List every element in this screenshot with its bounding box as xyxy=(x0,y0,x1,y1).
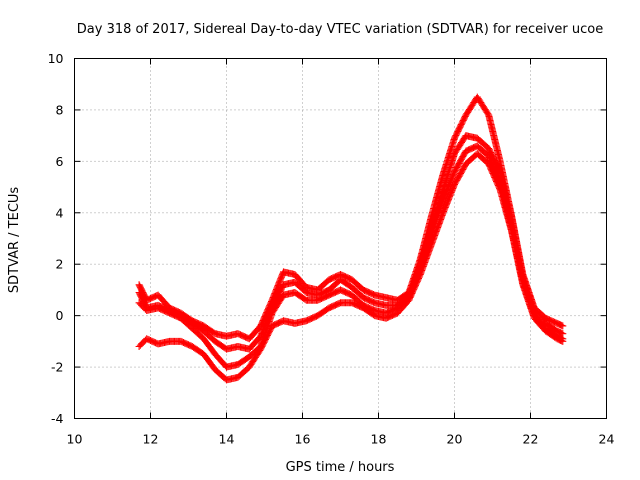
plot-frame xyxy=(74,58,607,419)
x-tick-label: 20 xyxy=(447,432,463,447)
x-tick-label: 10 xyxy=(67,432,83,447)
data-points xyxy=(135,93,567,384)
x-tick-label: 22 xyxy=(523,432,539,447)
series-track-d xyxy=(135,150,567,384)
y-tick-label: 0 xyxy=(56,308,64,323)
y-axis-label: SDTVAR / TECUs xyxy=(7,187,22,294)
y-tick-label: 10 xyxy=(48,51,64,66)
data-point xyxy=(559,337,567,345)
x-tick-label: 16 xyxy=(295,432,311,447)
data-point xyxy=(559,322,567,330)
grid xyxy=(74,58,607,419)
x-tick-label: 18 xyxy=(371,432,387,447)
x-tick-label: 14 xyxy=(219,432,235,447)
x-tick-label: 24 xyxy=(599,432,615,447)
y-tick-label: -2 xyxy=(51,360,63,375)
y-tick-label: 6 xyxy=(56,154,64,169)
y-tick-label: -4 xyxy=(51,411,64,426)
y-tick-label: 4 xyxy=(56,205,64,220)
y-tick-label: 2 xyxy=(56,257,64,272)
x-axis-label: GPS time / hours xyxy=(286,460,395,475)
y-tick-label: 8 xyxy=(56,102,64,117)
chart-title: Day 318 of 2017, Sidereal Day-to-day VTE… xyxy=(77,22,603,37)
x-tick-label: 12 xyxy=(143,432,159,447)
